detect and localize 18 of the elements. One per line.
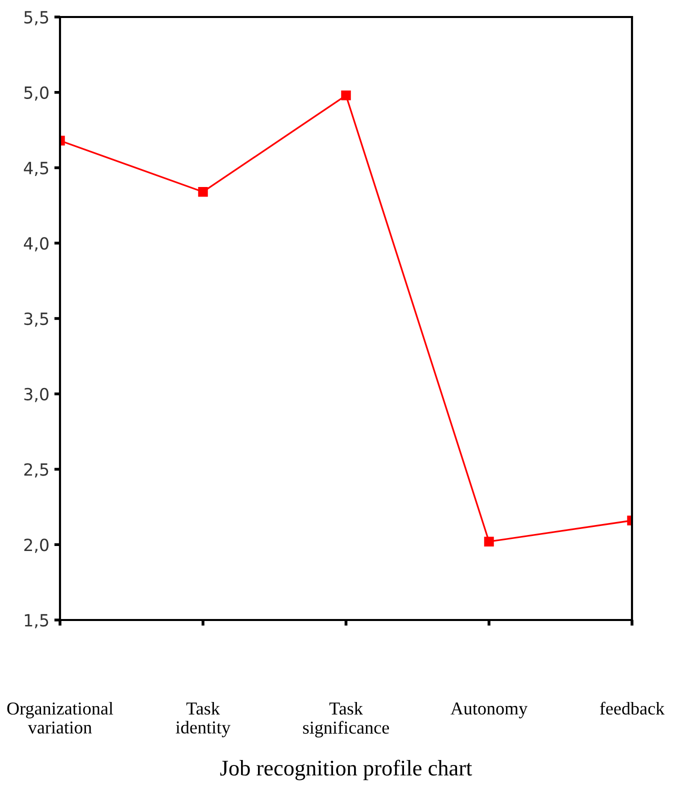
- x-tick-label: Task significance: [303, 702, 389, 738]
- y-tick-label: 3,0: [24, 388, 48, 402]
- y-tick-label: 5,5: [24, 11, 48, 26]
- y-tick-label: 1,5: [24, 614, 48, 628]
- point: [198, 187, 208, 197]
- x-tick-label: Autonomy: [450, 702, 528, 718]
- y-tick-label: 3,5: [24, 312, 48, 327]
- y-tick-label: 4,5: [24, 162, 48, 176]
- y-tick-label: 2,0: [24, 538, 48, 553]
- point: [484, 536, 494, 546]
- text: Job recognition profile chart: [220, 760, 472, 780]
- x-tick-label: feedback: [600, 702, 665, 715]
- point: [341, 90, 351, 100]
- x-tick-label: Task identity: [176, 702, 231, 738]
- x-tick-label: Organizational variation: [7, 702, 114, 734]
- y-tick-label: 5,0: [24, 86, 48, 101]
- y-tick-label: 4,0: [24, 237, 48, 252]
- y-tick-label: 2,5: [24, 463, 48, 478]
